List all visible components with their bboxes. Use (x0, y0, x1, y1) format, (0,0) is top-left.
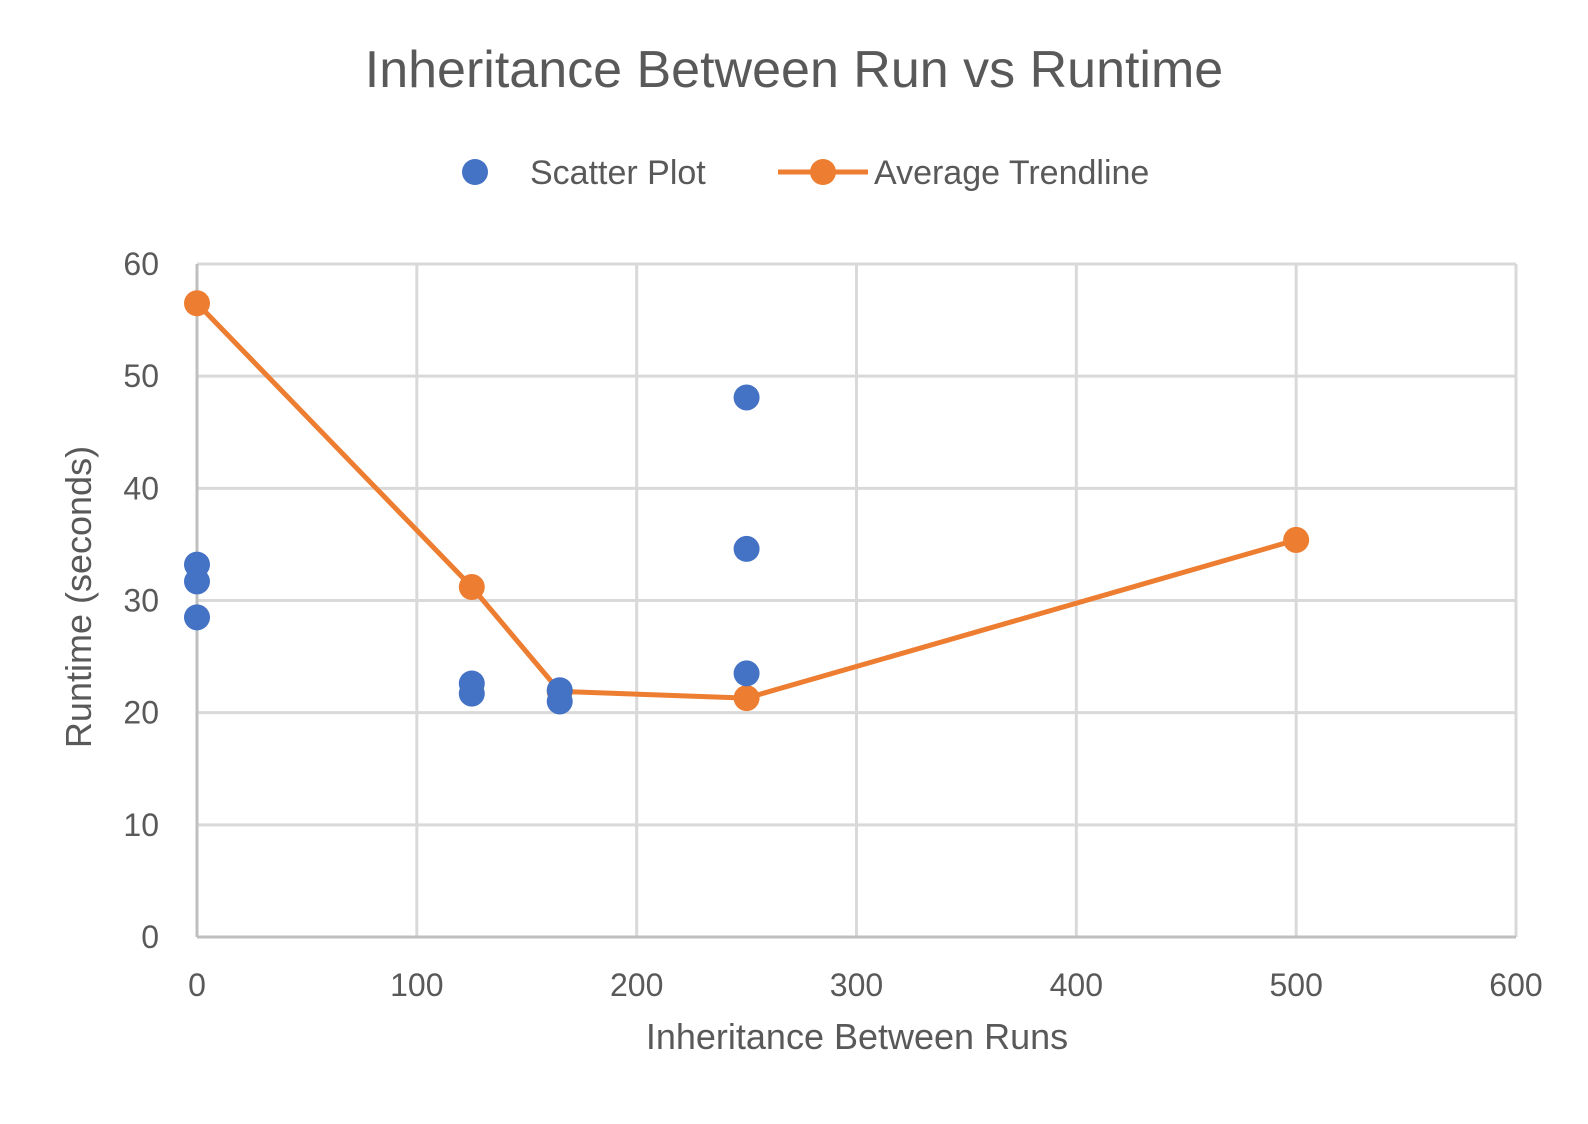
x-tick-label: 500 (1269, 967, 1322, 1003)
x-axis-label: Inheritance Between Runs (646, 1016, 1068, 1057)
x-tick-label: 600 (1489, 967, 1542, 1003)
scatter-point (733, 384, 760, 411)
legend-marker-trendline (810, 159, 836, 185)
legend-label-scatter: Scatter Plot (530, 154, 706, 192)
trendline-point (458, 574, 485, 601)
legend-marker-scatter (462, 159, 488, 185)
trendline-path (195, 301, 1297, 701)
scatter-point (733, 660, 760, 687)
trendline-point (184, 290, 210, 317)
y-tick-label: 40 (123, 470, 159, 506)
legend: Scatter Plot Average Trendline (462, 154, 1149, 192)
trendline-point (733, 685, 760, 712)
trendline-series (184, 290, 1310, 712)
x-tick-label: 100 (390, 967, 443, 1003)
scatter-point (546, 688, 573, 715)
scatter-point (184, 568, 210, 595)
y-tick-label: 0 (141, 919, 159, 955)
axes (195, 264, 1516, 939)
legend-label-trendline: Average Trendline (874, 154, 1149, 192)
scatter-series (184, 384, 760, 715)
y-tick-label: 50 (123, 358, 159, 394)
y-tick-label: 10 (123, 807, 159, 843)
y-tick-label: 30 (123, 583, 159, 619)
gridlines (197, 262, 1518, 937)
y-tick-label: 60 (123, 246, 159, 282)
y-tick-label: 20 (123, 695, 159, 731)
scatter-point (184, 604, 210, 631)
y-tick-labels: 0 10 20 30 40 50 60 (123, 246, 159, 955)
scatter-point (458, 680, 485, 707)
x-tick-labels: 0 100 200 300 400 500 600 (188, 967, 1543, 1003)
scatter-point (733, 535, 760, 562)
chart-title: Inheritance Between Run vs Runtime (365, 41, 1223, 99)
x-tick-label: 300 (830, 967, 883, 1003)
x-tick-label: 400 (1050, 967, 1103, 1003)
trendline-point (1283, 526, 1310, 553)
x-tick-label: 200 (610, 967, 663, 1003)
y-axis-label: Runtime (seconds) (58, 446, 99, 748)
x-tick-label: 0 (188, 967, 206, 1003)
